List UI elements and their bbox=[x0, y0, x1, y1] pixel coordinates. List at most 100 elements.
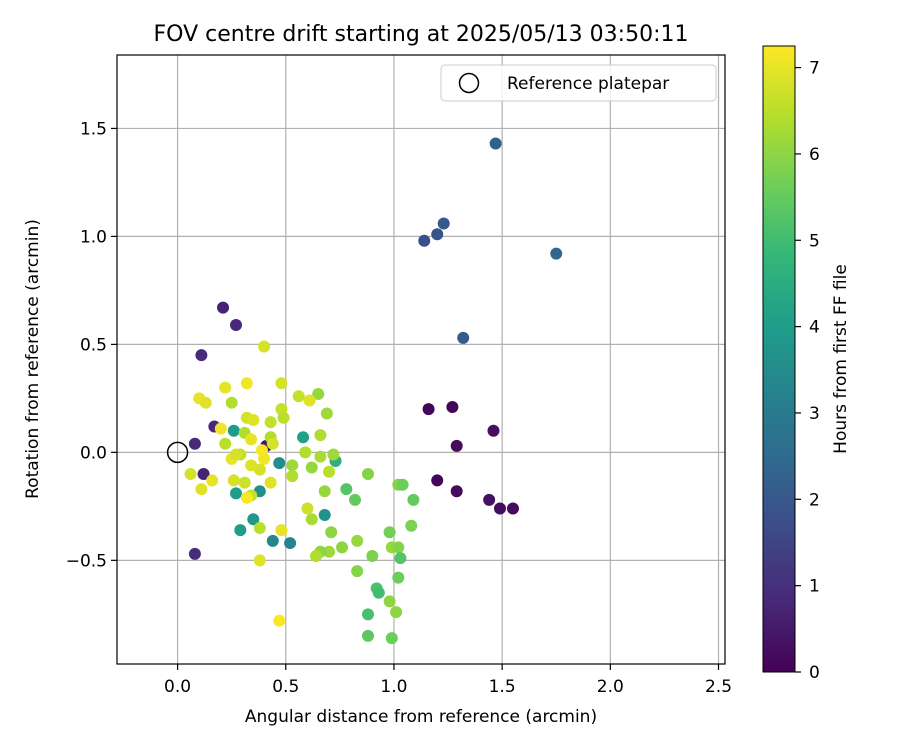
data-point bbox=[418, 234, 431, 247]
data-point bbox=[219, 437, 232, 450]
data-point bbox=[292, 390, 305, 403]
data-point bbox=[361, 467, 374, 480]
data-point bbox=[446, 401, 459, 414]
data-point bbox=[266, 534, 279, 547]
data-point bbox=[506, 502, 519, 515]
plot-area-frame bbox=[116, 54, 726, 665]
data-point bbox=[195, 349, 208, 362]
data-point bbox=[457, 331, 470, 344]
data-point bbox=[197, 467, 210, 480]
data-point bbox=[184, 467, 197, 480]
data-point bbox=[318, 508, 331, 521]
data-point bbox=[227, 424, 240, 437]
data-point bbox=[383, 595, 396, 608]
data-point bbox=[487, 424, 500, 437]
data-point bbox=[247, 413, 260, 426]
data-point bbox=[349, 493, 362, 506]
data-point bbox=[240, 377, 253, 390]
data-point bbox=[258, 340, 271, 353]
data-point bbox=[230, 318, 243, 331]
data-point bbox=[422, 403, 435, 416]
reference-platepar-marker bbox=[166, 441, 189, 464]
x-tick-label: 0.0 bbox=[164, 677, 191, 697]
data-point bbox=[266, 437, 279, 450]
data-point bbox=[310, 550, 323, 563]
y-tick-label: −0.5 bbox=[66, 551, 107, 571]
data-point bbox=[188, 547, 201, 560]
legend-box bbox=[440, 64, 717, 102]
data-point bbox=[305, 461, 318, 474]
legend-marker-reference bbox=[458, 72, 480, 94]
colorbar-tick-label: 1 bbox=[809, 577, 820, 597]
data-point bbox=[230, 487, 243, 500]
colorbar-label: Hours from first FF file bbox=[831, 264, 851, 454]
data-point bbox=[550, 247, 563, 260]
legend: Reference platepar bbox=[440, 64, 717, 102]
data-point bbox=[392, 541, 405, 554]
x-tick-label: 0.5 bbox=[272, 677, 299, 697]
data-point bbox=[431, 228, 444, 241]
data-point bbox=[437, 217, 450, 230]
data-point bbox=[351, 565, 364, 578]
colorbar-tick-label: 3 bbox=[809, 404, 820, 424]
data-point bbox=[372, 586, 385, 599]
data-point bbox=[234, 524, 247, 537]
data-point bbox=[299, 446, 312, 459]
data-point bbox=[361, 629, 374, 642]
data-point bbox=[325, 526, 338, 539]
data-point bbox=[483, 493, 496, 506]
x-axis-label: Angular distance from reference (arcmin) bbox=[245, 707, 597, 727]
y-tick-label: 0.0 bbox=[80, 443, 107, 463]
data-point bbox=[450, 439, 463, 452]
data-point bbox=[286, 470, 299, 483]
data-point bbox=[264, 476, 277, 489]
y-tick-label: 0.5 bbox=[80, 335, 107, 355]
data-point bbox=[286, 459, 299, 472]
data-point bbox=[275, 524, 288, 537]
reference-marker bbox=[166, 441, 189, 464]
data-point bbox=[258, 452, 271, 465]
data-point bbox=[273, 457, 286, 470]
colorbar-tick-label: 6 bbox=[809, 145, 820, 165]
y-tick-label: 1.0 bbox=[80, 227, 107, 247]
data-point bbox=[284, 537, 297, 550]
data-point bbox=[219, 381, 232, 394]
data-point bbox=[275, 377, 288, 390]
data-point bbox=[385, 632, 398, 645]
colorbar-tick-label: 2 bbox=[809, 490, 820, 510]
data-point bbox=[230, 448, 243, 461]
data-point bbox=[305, 513, 318, 526]
data-point bbox=[323, 465, 336, 478]
colorbar-tick-label: 4 bbox=[809, 318, 820, 338]
legend-label-reference: Reference platepar bbox=[507, 74, 669, 94]
colorbar bbox=[762, 45, 796, 673]
data-point bbox=[314, 429, 327, 442]
data-point bbox=[195, 483, 208, 496]
data-point bbox=[277, 411, 290, 424]
data-point bbox=[320, 407, 333, 420]
data-point bbox=[301, 502, 314, 515]
x-tick-label: 1.0 bbox=[380, 677, 407, 697]
data-point bbox=[303, 394, 316, 407]
x-axis-ticks: 0.0 0.5 1.0 1.5 2.0 2.5 bbox=[164, 664, 732, 697]
data-point bbox=[206, 474, 219, 487]
colorbar-ticks: 0 1 2 3 4 5 6 7 bbox=[795, 59, 820, 683]
grid-lines bbox=[117, 55, 725, 664]
data-point bbox=[312, 388, 325, 401]
data-point bbox=[273, 614, 286, 627]
data-point bbox=[405, 519, 418, 532]
colorbar-tick-label: 5 bbox=[809, 231, 820, 251]
data-point bbox=[199, 396, 212, 409]
data-point bbox=[240, 491, 253, 504]
y-axis-label: Rotation from reference (arcmin) bbox=[23, 219, 43, 499]
chart-title: FOV centre drift starting at 2025/05/13 … bbox=[154, 22, 689, 47]
y-axis-ticks: −0.5 0.0 0.5 1.0 1.5 bbox=[66, 119, 117, 571]
data-point bbox=[227, 474, 240, 487]
data-point bbox=[493, 502, 506, 515]
data-point bbox=[383, 526, 396, 539]
data-point bbox=[390, 606, 403, 619]
data-point bbox=[340, 483, 353, 496]
data-point bbox=[225, 396, 238, 409]
data-point bbox=[450, 485, 463, 498]
